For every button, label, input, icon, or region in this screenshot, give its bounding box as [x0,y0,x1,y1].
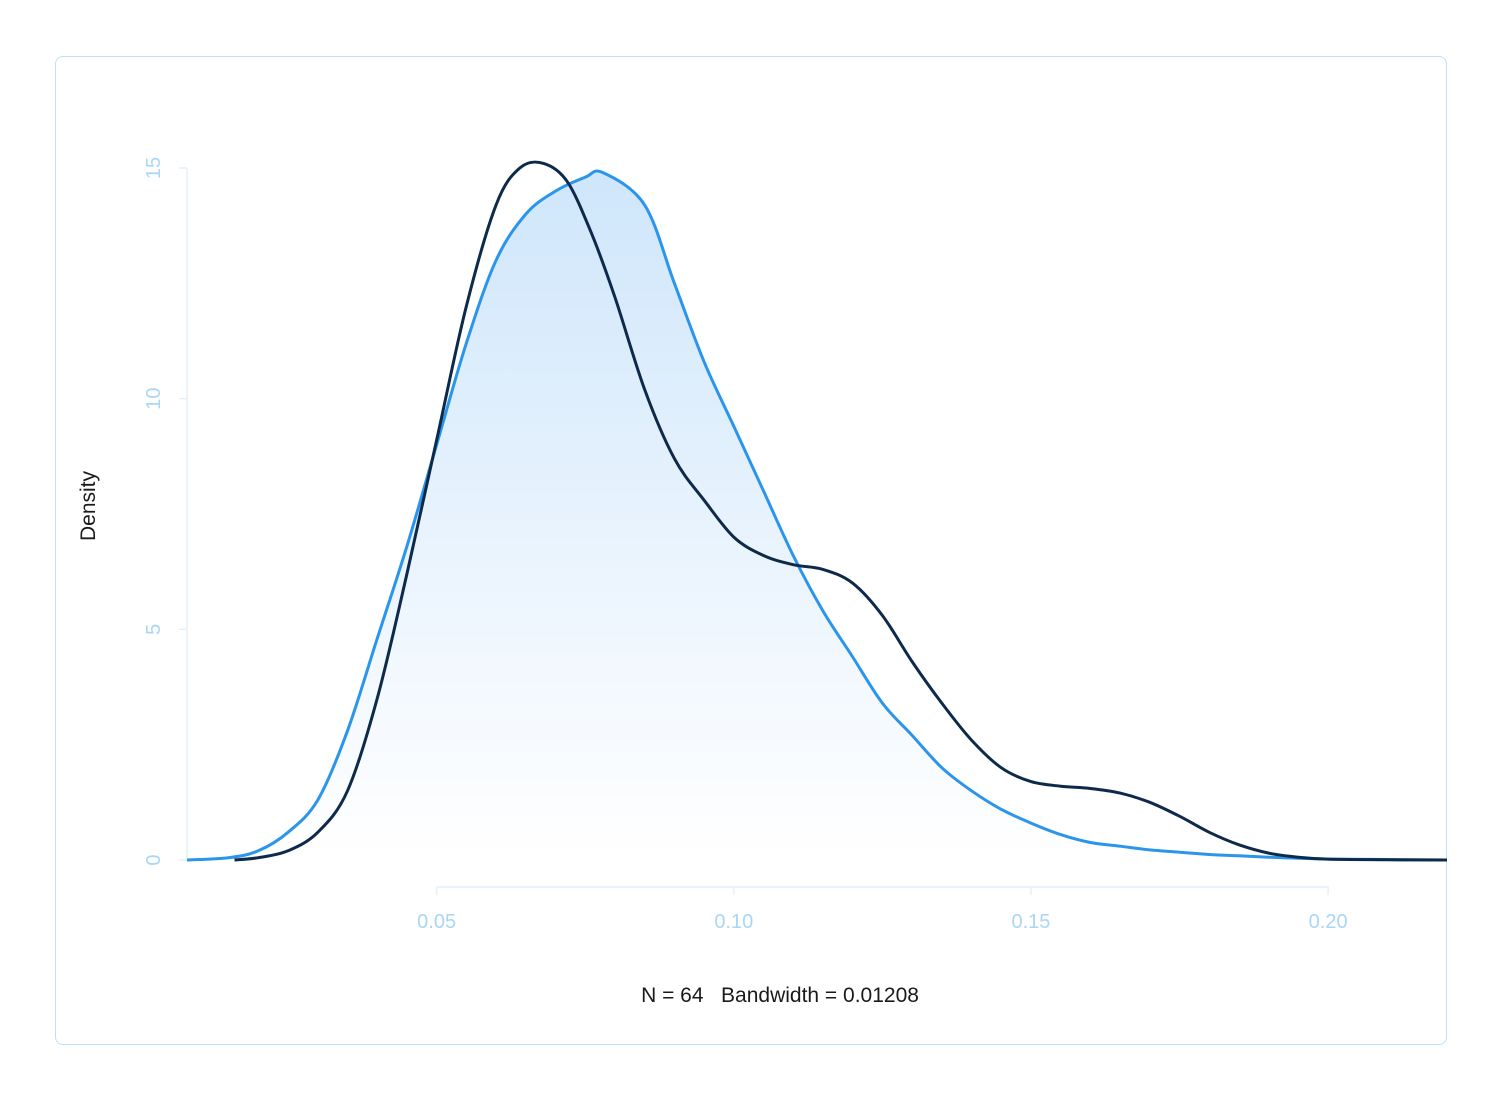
filled-density-curve [186,169,1448,862]
y-axis: 0 5 10 15 [143,157,187,866]
outline-density-curve [234,160,1448,862]
y-tick-label: 0 [143,854,165,865]
x-axis: 0.05 0.10 0.15 0.20 [417,887,1348,933]
y-tick-label: 10 [143,388,165,410]
x-tick-label: 0.15 [1011,911,1050,933]
x-tick-label: 0.20 [1309,911,1348,933]
y-tick-label: 15 [143,157,165,179]
y-axis-label: Density [77,470,100,541]
x-axis-label: N = 64 Bandwidth = 0.01208 [641,984,919,1007]
x-tick-label: 0.05 [417,911,456,933]
filled-density-area [187,170,1447,860]
y-tick-label: 5 [143,624,165,635]
x-tick-label: 0.10 [714,911,753,933]
